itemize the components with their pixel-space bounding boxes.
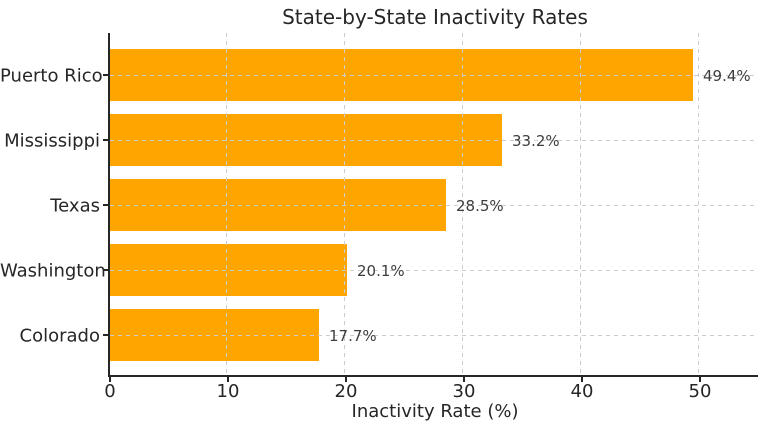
x-gridline <box>698 33 699 375</box>
x-tick-label: 10 <box>216 381 240 402</box>
y-tick-mark <box>103 204 108 206</box>
x-tick-label: 50 <box>688 381 712 402</box>
x-tick-mark <box>581 377 583 382</box>
x-tick-mark <box>699 377 701 382</box>
x-tick-label: 20 <box>334 381 358 402</box>
x-tick-mark <box>227 377 229 382</box>
x-tick-label: 30 <box>452 381 476 402</box>
y-gridline <box>110 270 758 271</box>
y-gridline <box>110 335 758 336</box>
y-tick-mark <box>103 139 108 141</box>
y-tick-label: Colorado <box>19 325 100 347</box>
x-axis-label: Inactivity Rate (%) <box>351 401 519 422</box>
y-tick-label: Washington <box>0 260 106 282</box>
chart-title: State-by-State Inactivity Rates <box>282 5 588 29</box>
bar-value-label: 28.5% <box>456 197 504 215</box>
x-gridline <box>462 33 463 375</box>
bar-value-label: 17.7% <box>329 327 377 345</box>
x-tick-mark <box>109 377 111 382</box>
y-tick-mark <box>103 334 108 336</box>
y-gridline <box>110 205 758 206</box>
x-tick-mark <box>345 377 347 382</box>
y-tick-label: Texas <box>50 195 100 217</box>
y-tick-label: Puerto Rico <box>0 65 103 87</box>
bar-value-label: 49.4% <box>703 67 751 85</box>
plot-area: 49.4% 33.2% 28.5% 20.1% 17.7% <box>108 33 758 377</box>
y-gridline <box>110 140 758 141</box>
x-gridline <box>226 33 227 375</box>
x-tick-mark <box>463 377 465 382</box>
x-gridline <box>580 33 581 375</box>
y-tick-label: Mississippi <box>4 130 100 152</box>
x-gridline <box>344 33 345 375</box>
bar-value-label: 20.1% <box>357 262 405 280</box>
y-gridline <box>110 75 758 76</box>
x-tick-label: 0 <box>104 381 116 402</box>
bar-value-label: 33.2% <box>512 132 560 150</box>
y-tick-mark <box>103 269 108 271</box>
y-tick-mark <box>103 74 108 76</box>
x-tick-label: 40 <box>570 381 594 402</box>
